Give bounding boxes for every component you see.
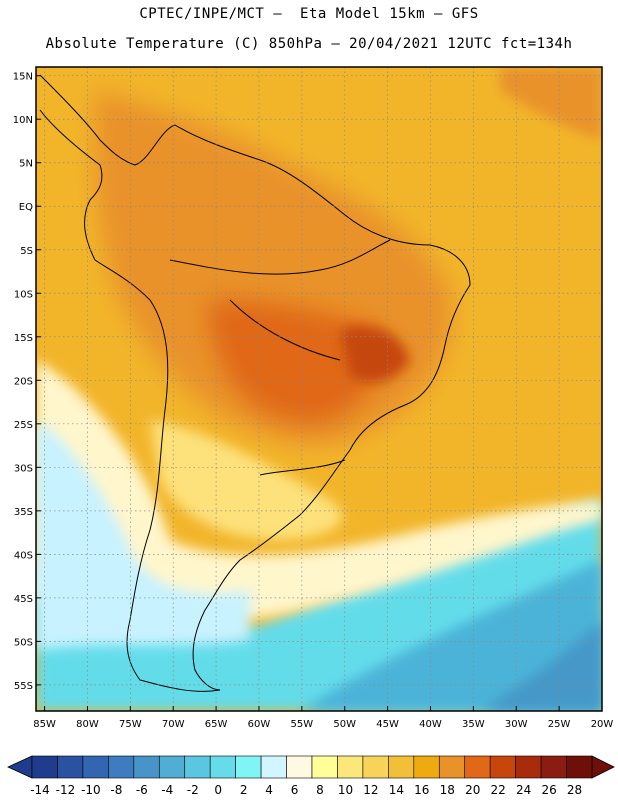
temperature-field xyxy=(36,67,602,711)
colorbar-swatch xyxy=(286,755,313,779)
field-yellow-zone xyxy=(150,420,342,540)
colorbar-swatch xyxy=(464,755,491,779)
colorbar-swatch xyxy=(362,755,389,779)
colorbar-swatch xyxy=(260,755,287,779)
colorbar-label: 28 xyxy=(567,783,582,797)
lat-tick-label: 30S xyxy=(14,463,33,474)
colorbar-label: 18 xyxy=(440,783,455,797)
south-america-outline xyxy=(39,74,471,692)
colorbar-label: 26 xyxy=(541,783,556,797)
colorbar-swatch xyxy=(108,755,135,779)
colorbar-label: 24 xyxy=(516,783,531,797)
field-ne-warm xyxy=(500,67,602,140)
map-frame xyxy=(35,66,603,712)
colorbar-swatch xyxy=(158,755,186,779)
colorbar-swatch xyxy=(235,755,262,779)
lon-tick-label: 80W xyxy=(76,719,99,730)
colorbar-label: 20 xyxy=(465,783,480,797)
lat-tick-label: 15N xyxy=(13,72,33,83)
colorbar-label: 10 xyxy=(338,783,353,797)
colorbar-label: 2 xyxy=(240,783,248,797)
colorbar-label: -12 xyxy=(56,783,76,797)
lat-tick-label: 45S xyxy=(14,594,33,605)
colorbar-high-arrow xyxy=(591,755,615,779)
colorbar-label: 0 xyxy=(214,783,222,797)
colorbar-label: 12 xyxy=(363,783,378,797)
colorbar-label: -10 xyxy=(81,783,101,797)
colorbar-label: 8 xyxy=(316,783,324,797)
lat-tick-label: 5N xyxy=(19,159,33,170)
lat-tick-label: 25S xyxy=(14,420,33,431)
lon-tick-label: 25W xyxy=(548,719,571,730)
lat-tick-label: 35S xyxy=(14,507,33,518)
field-cool-band xyxy=(36,420,250,650)
lat-tick-label: 50S xyxy=(14,637,33,648)
colorbar-label: -8 xyxy=(110,783,122,797)
border-line-1 xyxy=(259,459,346,476)
colorbar-swatch xyxy=(31,755,58,779)
lon-tick-label: 40W xyxy=(419,719,442,730)
colorbar-label: -6 xyxy=(136,783,148,797)
colorbar-swatch xyxy=(515,755,542,779)
colorbar-label: 16 xyxy=(414,783,429,797)
field-coldest-ocean xyxy=(480,620,602,711)
colorbar-label: 14 xyxy=(389,783,404,797)
lat-tick-label: 40S xyxy=(14,550,33,561)
colorbar-label: -2 xyxy=(187,783,199,797)
coastlines xyxy=(39,74,471,692)
lon-tick-label: 70W xyxy=(162,719,185,730)
colorbar: -14 -12 -10 -8 -6 -4 -2 0 2 4 6 8 10 12 14 16 18 20 22 24 26… xyxy=(7,755,615,797)
lon-tick-label: 75W xyxy=(119,719,142,730)
lat-tick-label: 15S xyxy=(14,333,33,344)
colorbar-label: 22 xyxy=(491,783,506,797)
colorbar-swatch xyxy=(57,755,84,779)
lon-tick-label: 65W xyxy=(205,719,228,730)
lon-tick-label: 20W xyxy=(591,719,614,730)
lon-tick-label: 55W xyxy=(291,719,314,730)
chart-title-line-2: Absolute Temperature (C) 850hPa – 20/04/… xyxy=(45,36,573,52)
border-line-2 xyxy=(169,239,391,275)
chart-title-line-1: CPTEC/INPE/MCT – Eta Model 15km – GFS xyxy=(139,6,479,22)
colorbar-swatch xyxy=(311,755,338,779)
colorbar-swatch xyxy=(337,755,364,779)
colorbar-swatch xyxy=(566,755,593,779)
lon-tick-label: 85W xyxy=(33,719,56,730)
colorbar-low-arrow xyxy=(7,755,33,779)
lat-tick-label: 5S xyxy=(20,246,33,257)
colorbar-swatch xyxy=(388,755,415,779)
longitude-tick-labels: 85W 80W 75W 70W 65W 60W 55W 50W 45W 40W 35W 30W 25W 2… xyxy=(33,719,613,730)
latitude-tick-labels: 15N 10N 5N EQ 5S 10S 15S 20S 25S 30S 35S 40S 45S 50S 5… xyxy=(13,72,33,692)
colorbar-swatch xyxy=(540,755,567,779)
lat-tick-label: 20S xyxy=(14,376,33,387)
lon-tick-label: 35W xyxy=(462,719,485,730)
lat-tick-label: EQ xyxy=(19,202,33,213)
lat-tick-label: 10S xyxy=(14,289,33,300)
field-pale-band xyxy=(36,360,602,620)
lon-tick-label: 50W xyxy=(333,719,356,730)
colorbar-swatch xyxy=(133,755,160,779)
colorbar-swatch xyxy=(209,755,236,779)
colorbar-label: 6 xyxy=(291,783,299,797)
colorbar-swatch xyxy=(438,755,466,779)
lat-tick-label: 55S xyxy=(14,681,33,692)
lat-tick-label: 10N xyxy=(13,115,33,126)
border-line-3 xyxy=(229,299,341,361)
colorbar-swatch xyxy=(82,755,109,779)
colorbar-label: -14 xyxy=(30,783,50,797)
lon-tick-label: 60W xyxy=(248,719,271,730)
field-hot-core-2 xyxy=(340,326,410,383)
colorbar-swatch xyxy=(489,755,516,779)
colorbar-swatch xyxy=(413,755,440,779)
lon-tick-label: 45W xyxy=(376,719,399,730)
colorbar-label: -4 xyxy=(161,783,173,797)
colorbar-label: 4 xyxy=(265,783,273,797)
colorbar-swatch xyxy=(184,755,211,779)
lon-tick-label: 30W xyxy=(505,719,528,730)
